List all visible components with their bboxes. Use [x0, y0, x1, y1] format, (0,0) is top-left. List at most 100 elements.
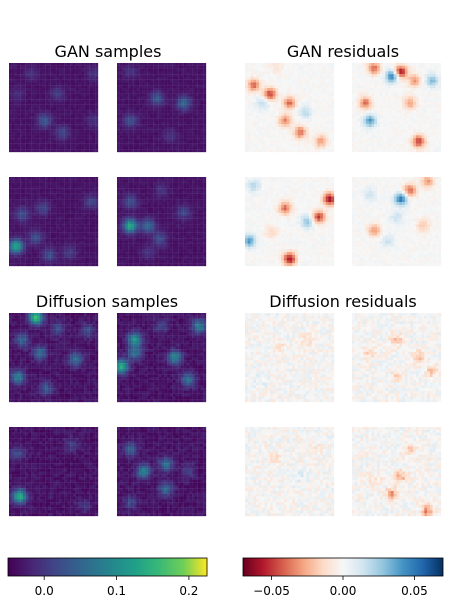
heatmap-cell — [181, 191, 184, 194]
heatmap-cell — [26, 91, 29, 94]
heatmap-cell — [131, 77, 134, 80]
heatmap-cell — [125, 241, 128, 244]
heatmap-cell — [37, 210, 40, 213]
heatmap-cell — [253, 63, 256, 66]
heatmap-cell — [295, 121, 298, 124]
heatmap-cell — [120, 227, 123, 230]
heatmap-cell — [328, 85, 331, 88]
heatmap-cell — [54, 230, 57, 233]
heatmap-cell — [276, 110, 279, 113]
heatmap-cell — [67, 180, 70, 183]
heatmap-cell — [178, 144, 181, 147]
heatmap-cell — [195, 188, 198, 191]
heatmap-cell — [178, 138, 181, 141]
heatmap-cell — [12, 116, 15, 119]
heatmap-cell — [178, 141, 181, 144]
heatmap-cell — [306, 96, 309, 99]
heatmap-cell — [306, 88, 309, 91]
heatmap-cell — [203, 219, 206, 222]
heatmap-cell — [175, 110, 178, 113]
heatmap-cell — [139, 141, 142, 144]
heatmap-cell — [178, 219, 181, 222]
heatmap-cell — [26, 124, 29, 127]
heatmap-cell — [267, 133, 270, 136]
heatmap-cell — [95, 199, 98, 202]
heatmap-cell — [167, 71, 170, 74]
heatmap-cell — [54, 255, 57, 258]
heatmap-cell — [306, 80, 309, 83]
heatmap-cell — [131, 144, 134, 147]
heatmap-cell — [189, 85, 192, 88]
heatmap-cell — [331, 121, 334, 124]
heatmap-cell — [170, 219, 173, 222]
heatmap-cell — [200, 82, 203, 85]
heatmap-cell — [175, 202, 178, 205]
heatmap-cell — [90, 146, 93, 149]
heatmap-cell — [153, 130, 156, 133]
heatmap-cell — [189, 222, 192, 225]
heatmap-cell — [303, 77, 306, 80]
heatmap-cell — [162, 244, 165, 247]
heatmap-cell — [117, 260, 120, 263]
heatmap-cell — [198, 213, 201, 216]
heatmap-cell — [287, 82, 290, 85]
heatmap-cell — [248, 113, 251, 116]
heatmap-cell — [45, 102, 48, 105]
heatmap-cell — [31, 80, 34, 83]
heatmap-cell — [20, 99, 23, 102]
heatmap-cell — [23, 202, 26, 205]
heatmap-cell — [95, 213, 98, 216]
heatmap-cell — [303, 82, 306, 85]
heatmap-cell — [167, 260, 170, 263]
heatmap-cell — [309, 102, 312, 105]
heatmap-cell — [145, 241, 148, 244]
heatmap-cell — [262, 80, 265, 83]
heatmap-cell — [298, 110, 301, 113]
heatmap-cell — [65, 202, 68, 205]
heatmap-cell — [189, 247, 192, 250]
heatmap-cell — [264, 74, 267, 77]
heatmap-cell — [120, 252, 123, 255]
heatmap-cell — [54, 88, 57, 91]
heatmap-cell — [79, 77, 82, 80]
heatmap-cell — [120, 63, 123, 66]
heatmap-cell — [251, 71, 254, 74]
heatmap-cell — [45, 185, 48, 188]
heatmap-cell — [128, 183, 131, 186]
heatmap-cell — [173, 149, 176, 152]
heatmap-cell — [56, 238, 59, 241]
heatmap-cell — [181, 185, 184, 188]
heatmap-cell — [20, 88, 23, 91]
heatmap-cell — [148, 241, 151, 244]
heatmap-cell — [328, 99, 331, 102]
heatmap-cell — [162, 99, 165, 102]
heatmap-cell — [264, 127, 267, 130]
heatmap-cell — [189, 91, 192, 94]
heatmap-cell — [31, 71, 34, 74]
heatmap-cell — [76, 213, 79, 216]
heatmap-cell — [195, 247, 198, 250]
heatmap-cell — [292, 121, 295, 124]
heatmap-cell — [189, 149, 192, 152]
heatmap-cell — [156, 105, 159, 108]
heatmap-cell — [253, 71, 256, 74]
heatmap-cell — [56, 199, 59, 202]
heatmap-cell — [31, 199, 34, 202]
heatmap-cell — [70, 71, 73, 74]
heatmap-cell — [187, 63, 190, 66]
heatmap-cell — [273, 88, 276, 91]
heatmap-cell — [37, 94, 40, 97]
heatmap-cell — [70, 63, 73, 66]
heatmap-cell — [76, 102, 79, 105]
heatmap-cell — [328, 119, 331, 122]
heatmap-cell — [65, 224, 68, 227]
heatmap-cell — [42, 69, 45, 72]
heatmap-cell — [264, 82, 267, 85]
heatmap-cell — [87, 247, 90, 250]
heatmap-cell — [287, 135, 290, 138]
heatmap-cell — [178, 96, 181, 99]
heatmap-cell — [23, 263, 26, 266]
heatmap-cell — [195, 255, 198, 258]
heatmap-cell — [81, 227, 84, 230]
heatmap-cell — [48, 121, 51, 124]
